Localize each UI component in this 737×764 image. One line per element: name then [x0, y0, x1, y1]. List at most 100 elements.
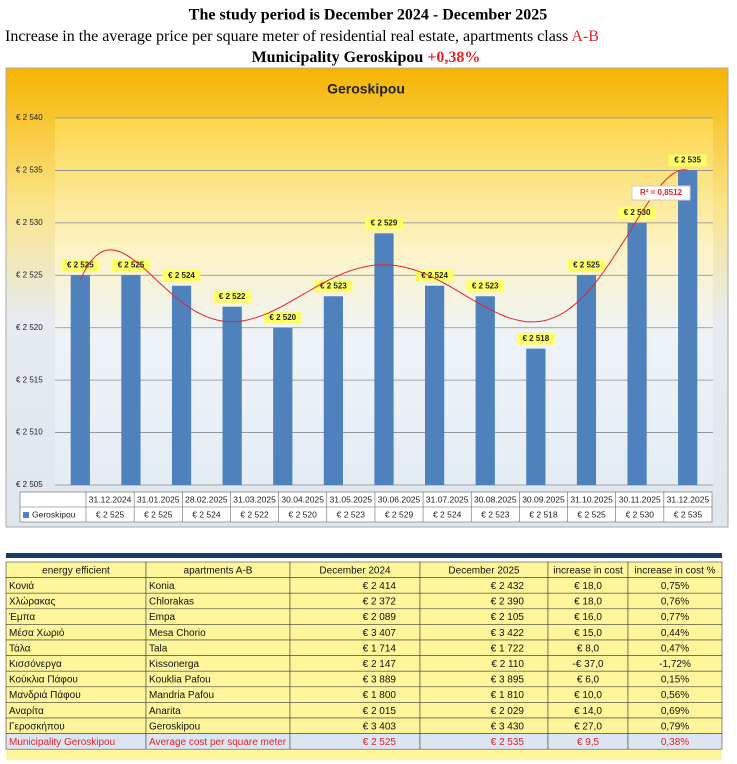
data-table-value: € 2 522 — [240, 509, 269, 519]
table-cell — [289, 639, 421, 656]
data-table-value: € 2 520 — [289, 509, 318, 519]
table-text: € 1 714 — [363, 643, 397, 654]
table-text: € 2 525 — [363, 737, 397, 748]
table-text: Γεροσκήπου — [9, 720, 65, 732]
table-text: Τάλα — [9, 642, 31, 654]
x-tick-label: 30.04.2025 — [281, 494, 324, 504]
data-table-value: € 2 525 — [96, 509, 125, 519]
table-cell — [289, 670, 421, 688]
table-text: € 15,0 — [574, 628, 602, 639]
bar — [576, 275, 597, 485]
table-text: € 2 110 — [491, 659, 524, 670]
bar — [475, 296, 495, 485]
table-cell — [419, 702, 549, 719]
table-text: Kouklia Pafou — [149, 675, 211, 686]
data-table-value: € 2 524 — [192, 509, 221, 519]
table-header: December 2024 — [319, 565, 391, 576]
data-table-value: € 2 529 — [385, 509, 414, 519]
table-text: € 1 722 — [491, 643, 525, 654]
table-text: € 18,0 — [574, 597, 602, 608]
table-text: 0,76% — [661, 597, 689, 608]
value-label: € 2 522 — [219, 292, 246, 301]
chart-title: Geroskipou — [327, 81, 405, 97]
municipality-change: +0,38% — [427, 49, 480, 66]
bar — [323, 296, 344, 485]
value-label-bg — [365, 217, 403, 230]
value-label-bg — [263, 311, 302, 324]
y-tick-label: € 2 525 — [16, 270, 43, 279]
value-label-bg — [213, 290, 252, 303]
value-label-bg — [466, 280, 505, 293]
table-text: Average cost per square meter — [149, 737, 287, 748]
table-text: Κισσόνεργα — [9, 658, 62, 670]
table-text: Αναρίτα — [9, 705, 44, 717]
data-table-value: € 2 523 — [337, 509, 366, 519]
table-cell — [289, 717, 421, 734]
table-text: € 2 029 — [491, 706, 525, 717]
table-cell — [289, 608, 421, 625]
value-label-bg — [415, 269, 454, 282]
y-tick-label: € 2 510 — [16, 428, 43, 437]
table-text: Mandria Pafou — [149, 690, 214, 701]
bar — [526, 348, 546, 485]
table-cell — [145, 639, 291, 656]
value-label-bg — [314, 280, 353, 293]
municipality: Municipality Geroskipou +0,38% — [252, 49, 481, 66]
value-label: € 2 530 — [624, 208, 651, 217]
table-text: € 2 015 — [363, 706, 397, 717]
bar — [627, 222, 647, 485]
table-text: € 2 535 — [491, 737, 525, 748]
table-text: € 2 105 — [491, 612, 525, 623]
table-text: Μέσα Χωριό — [9, 627, 65, 639]
bar — [424, 285, 445, 485]
table-text: Konia — [149, 581, 175, 592]
table-text: 0,75% — [661, 581, 689, 592]
value-label-bg — [668, 154, 707, 167]
cut-row — [6, 750, 722, 760]
value-label-bg — [516, 332, 555, 345]
table-text: Geroskipou — [149, 721, 200, 732]
x-tick-label: 30.11.2025 — [619, 494, 661, 504]
bar — [222, 306, 242, 485]
x-tick-label: 31.12.2024 — [89, 494, 132, 504]
cut-row — [6, 553, 722, 558]
value-label-bg — [567, 259, 606, 272]
value-label: € 2 520 — [269, 313, 296, 322]
table-text: 0,56% — [661, 690, 689, 701]
data-table-value: € 2 523 — [481, 509, 510, 519]
value-label: € 2 525 — [67, 260, 94, 269]
bar — [374, 233, 394, 485]
table-header: December 2025 — [448, 565, 520, 576]
y-tick-label: € 2 530 — [16, 218, 43, 227]
table-text: Chlorakas — [149, 597, 194, 608]
value-label: € 2 518 — [522, 334, 549, 343]
value-label: € 2 524 — [168, 271, 195, 280]
table-text: € 3 895 — [491, 675, 525, 686]
table-cell — [419, 717, 549, 734]
table-cell — [289, 592, 421, 610]
table-text: € 2 089 — [363, 612, 397, 623]
table-cell — [419, 655, 549, 672]
data-table-value: € 2 525 — [144, 509, 173, 519]
y-tick-label: € 2 540 — [16, 113, 43, 122]
table-text: 0,77% — [661, 612, 689, 623]
value-label-bg — [162, 269, 201, 282]
table-text: Κονιά — [9, 580, 34, 592]
value-label: € 2 525 — [573, 260, 600, 269]
table-cell — [419, 639, 549, 656]
y-tick-label: € 2 535 — [16, 166, 43, 175]
value-label-bg — [111, 259, 150, 272]
bar — [273, 327, 293, 485]
table-text: 0,38% — [661, 737, 689, 748]
table-header: increase in cost % — [634, 565, 715, 576]
table-text: € 27,0 — [574, 721, 602, 732]
subtitle: Increase in the average price per square… — [5, 28, 599, 45]
x-tick-label: 31.10.2025 — [570, 494, 613, 504]
table-text: € 2 414 — [363, 581, 397, 592]
data-table-value: € 2 530 — [626, 509, 655, 519]
table-text: € 2 432 — [491, 581, 525, 592]
page-title: The study period is December 2024 - Dece… — [189, 7, 547, 24]
table-cell — [419, 592, 549, 610]
bar — [70, 275, 90, 485]
value-label: € 2 535 — [674, 156, 701, 165]
